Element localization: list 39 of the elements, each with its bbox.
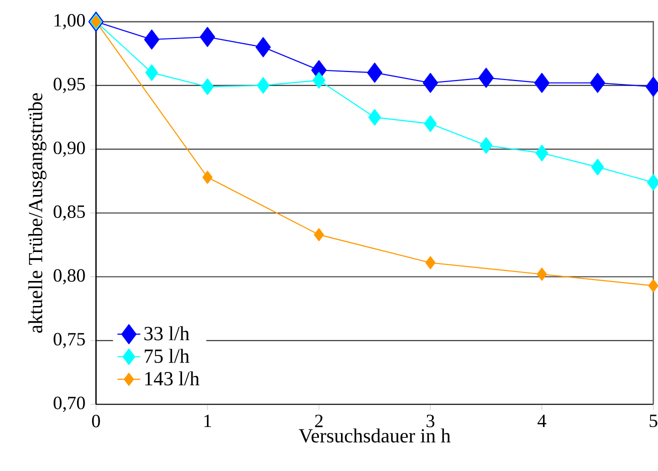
point (256, 77, 270, 94)
y-axis-title: aktuelle Trübe/Ausgangstrübe (28, 93, 46, 333)
point (145, 64, 158, 81)
legend-label: 75 l/h (144, 348, 190, 363)
point (201, 78, 214, 95)
x-tick-label: 3 (426, 414, 434, 428)
point (478, 68, 494, 88)
y-tick-label: 0,90 (54, 142, 85, 157)
point (200, 26, 216, 47)
point (314, 228, 324, 242)
point (368, 109, 381, 126)
point (256, 37, 271, 58)
point (367, 62, 382, 83)
y-tick-label: 0,70 (54, 396, 85, 412)
y-tick-label: 0,75 (54, 332, 85, 348)
x-tick-label: 5 (650, 414, 658, 428)
y-tick-label: 0,95 (54, 78, 85, 94)
y-tick-label: 0,80 (54, 269, 85, 284)
point (425, 256, 436, 270)
x-tick-label: 1 (204, 414, 212, 428)
point (590, 72, 606, 93)
point (312, 72, 326, 89)
point (480, 137, 492, 154)
x-tick-label: 2 (315, 414, 323, 428)
point (424, 115, 437, 132)
legend-label: 33 l/h (144, 326, 190, 340)
point (534, 72, 550, 93)
x-tick-label: 0 (92, 414, 100, 428)
y-tick-label: 1,00 (54, 14, 85, 30)
point (536, 268, 547, 281)
x-tick-label: 4 (538, 414, 546, 428)
point (422, 72, 438, 93)
point (591, 158, 604, 176)
y-tick-label: 0,85 (54, 205, 85, 221)
point (536, 144, 548, 162)
x-axis-title: Versuchsdauer in h (298, 428, 450, 443)
point (202, 170, 213, 184)
point (144, 30, 160, 50)
legend-label: 143 l/h (145, 371, 200, 386)
